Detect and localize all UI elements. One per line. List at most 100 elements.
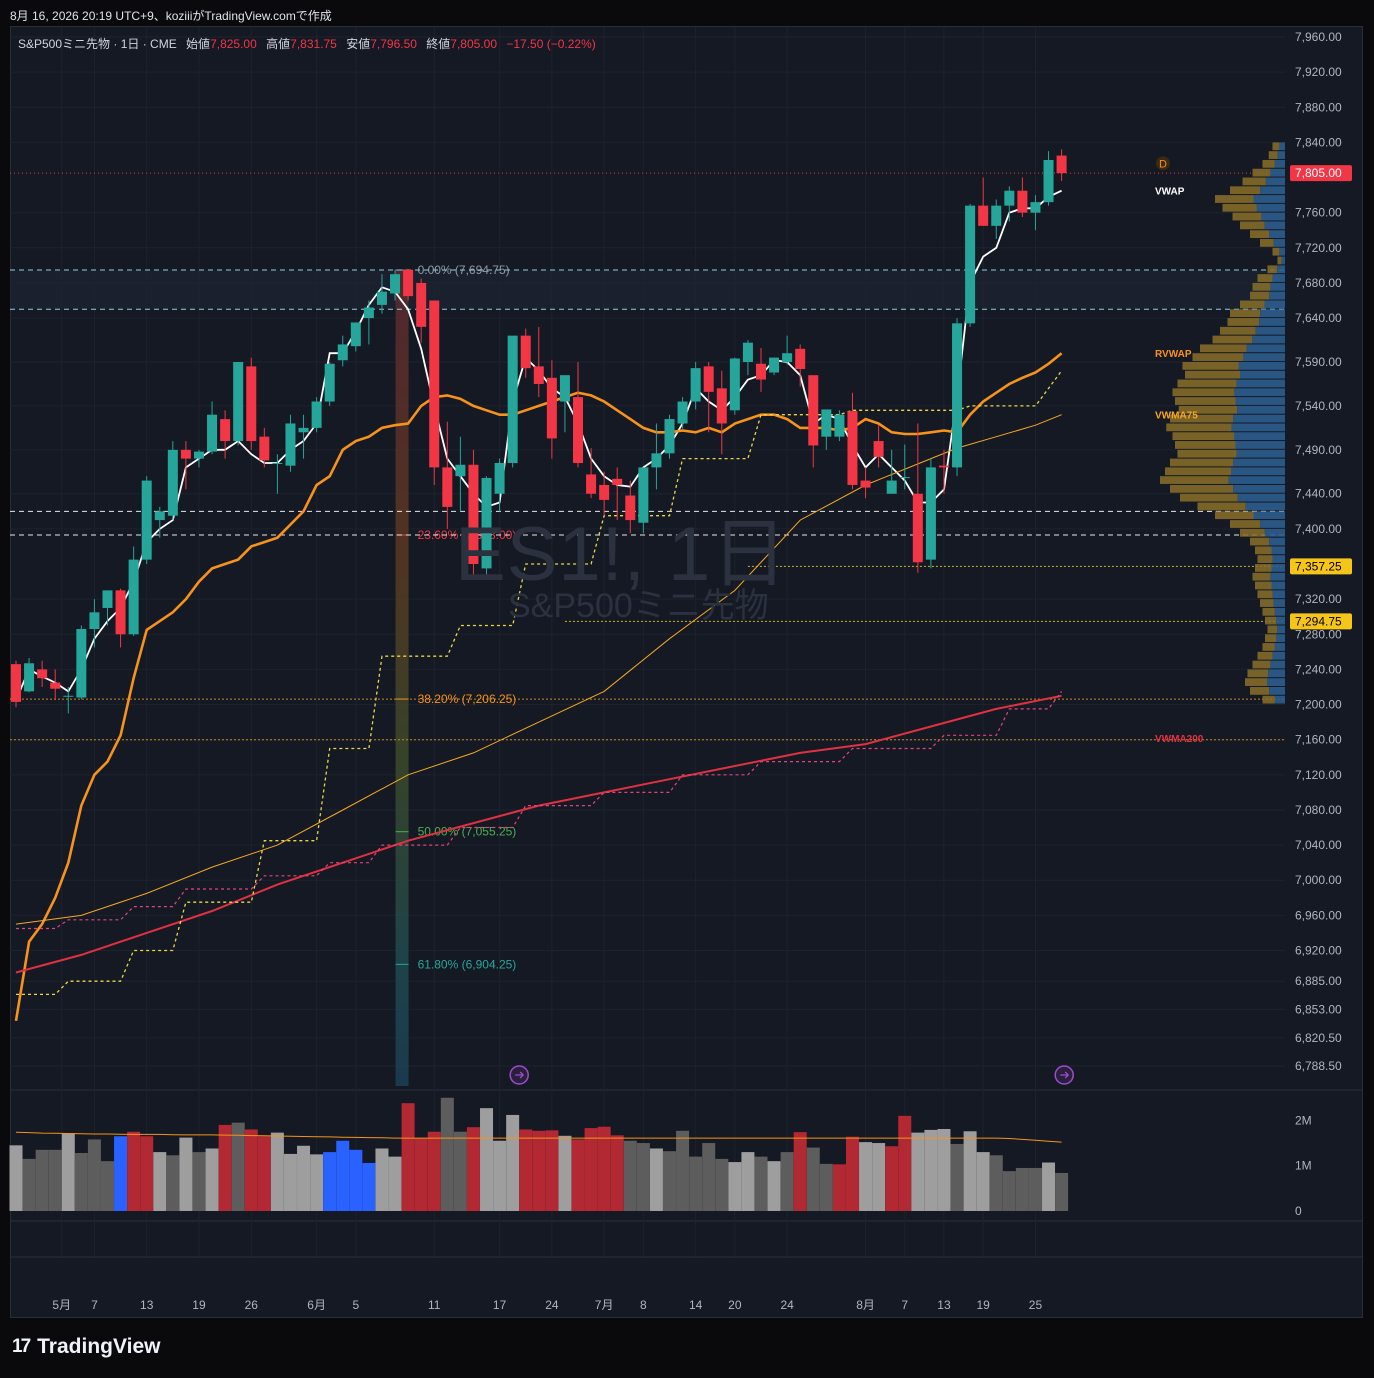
volume-bar[interactable] xyxy=(663,1151,676,1211)
candle-body[interactable] xyxy=(403,269,414,297)
volume-bar[interactable] xyxy=(676,1130,690,1211)
candle-body[interactable] xyxy=(324,363,335,402)
candle-body[interactable] xyxy=(533,366,544,384)
volume-bar[interactable] xyxy=(427,1131,441,1211)
volume-bar[interactable] xyxy=(9,1145,23,1211)
candle-body[interactable] xyxy=(1056,155,1067,174)
volume-bar[interactable] xyxy=(375,1148,389,1211)
candle-body[interactable] xyxy=(742,342,753,362)
candle-body[interactable] xyxy=(128,559,139,635)
volume-bar[interactable] xyxy=(35,1149,49,1211)
volume-bar[interactable] xyxy=(610,1135,624,1211)
volume-bar[interactable] xyxy=(963,1131,977,1211)
price-badge[interactable] xyxy=(1290,165,1352,182)
volume-bar[interactable] xyxy=(898,1115,912,1211)
volume-bar[interactable] xyxy=(310,1154,324,1211)
candle-body[interactable] xyxy=(311,401,322,428)
candle-body[interactable] xyxy=(586,474,597,494)
volume-bar[interactable] xyxy=(976,1152,990,1211)
volume-bar[interactable] xyxy=(231,1122,245,1211)
price-badge[interactable] xyxy=(1290,613,1352,630)
volume-bar[interactable] xyxy=(649,1148,663,1211)
volume-bar[interactable] xyxy=(571,1139,585,1211)
candle-body[interactable] xyxy=(978,205,989,226)
volume-bar[interactable] xyxy=(885,1146,899,1211)
candle-body[interactable] xyxy=(167,449,178,516)
candle-body[interactable] xyxy=(233,361,244,442)
candle-body[interactable] xyxy=(991,205,1002,226)
volume-bar[interactable] xyxy=(127,1131,141,1211)
candle-body[interactable] xyxy=(755,363,766,380)
volume-bar[interactable] xyxy=(872,1143,886,1211)
candle-body[interactable] xyxy=(494,463,505,494)
candle-body[interactable] xyxy=(1017,190,1028,213)
volume-bar[interactable] xyxy=(767,1161,781,1211)
volume-bar[interactable] xyxy=(74,1153,88,1211)
volume-bar[interactable] xyxy=(87,1139,101,1211)
candle-body[interactable] xyxy=(285,423,296,466)
volume-bar[interactable] xyxy=(715,1158,729,1211)
candle-body[interactable] xyxy=(599,484,610,500)
volume-bar[interactable] xyxy=(859,1142,873,1211)
candle-body[interactable] xyxy=(50,682,61,689)
volume-bar[interactable] xyxy=(244,1129,258,1211)
candle-body[interactable] xyxy=(298,427,309,433)
candle-body[interactable] xyxy=(625,495,636,521)
candle-body[interactable] xyxy=(429,300,440,468)
candle-body[interactable] xyxy=(63,695,74,697)
volume-bar[interactable] xyxy=(1055,1172,1069,1211)
volume-bar[interactable] xyxy=(506,1114,520,1211)
volume-bar[interactable] xyxy=(362,1162,376,1211)
volume-bar[interactable] xyxy=(100,1161,114,1211)
volume-bar[interactable] xyxy=(283,1153,297,1211)
volume-bar[interactable] xyxy=(61,1133,75,1211)
indicator-line-vwma200[interactable] xyxy=(15,694,1062,974)
candle-body[interactable] xyxy=(860,480,871,488)
volume-bar[interactable] xyxy=(453,1131,467,1211)
price-badge[interactable] xyxy=(1290,558,1352,575)
volume-bar[interactable] xyxy=(545,1130,559,1211)
candle-body[interactable] xyxy=(847,411,858,485)
volume-bar[interactable] xyxy=(780,1152,794,1211)
fib-column[interactable] xyxy=(395,269,409,1087)
volume-bar[interactable] xyxy=(414,1138,428,1211)
volume-bar[interactable] xyxy=(741,1152,755,1211)
volume-bar[interactable] xyxy=(480,1108,494,1211)
candle-body[interactable] xyxy=(782,353,793,362)
candle-body[interactable] xyxy=(337,344,348,361)
candle-body[interactable] xyxy=(507,335,518,464)
volume-bar[interactable] xyxy=(270,1132,284,1211)
candle-body[interactable] xyxy=(899,477,910,479)
candle-body[interactable] xyxy=(965,205,976,324)
candle-body[interactable] xyxy=(141,480,152,560)
candle-body[interactable] xyxy=(1004,190,1015,206)
volume-bar[interactable] xyxy=(911,1132,925,1211)
candle-body[interactable] xyxy=(559,375,570,402)
volume-bar[interactable] xyxy=(636,1143,650,1211)
volume-bar[interactable] xyxy=(349,1149,363,1211)
volume-bar[interactable] xyxy=(257,1136,271,1211)
candle-body[interactable] xyxy=(1030,202,1041,213)
candle-body[interactable] xyxy=(272,463,283,465)
candle-body[interactable] xyxy=(416,282,427,327)
volume-bar[interactable] xyxy=(153,1152,167,1211)
candle-body[interactable] xyxy=(259,436,270,461)
candle-body[interactable] xyxy=(546,377,557,439)
chart-frame[interactable] xyxy=(10,26,1363,1318)
tradingview-brand[interactable]: 17 TradingView xyxy=(12,1335,160,1359)
volume-bar[interactable] xyxy=(597,1126,611,1211)
candle-body[interactable] xyxy=(37,669,48,679)
candle-body[interactable] xyxy=(938,465,949,468)
candle-body[interactable] xyxy=(24,663,35,692)
volume-bar[interactable] xyxy=(989,1155,1003,1211)
candle-body[interactable] xyxy=(677,401,688,424)
volume-bar[interactable] xyxy=(728,1162,742,1211)
candle-body[interactable] xyxy=(89,612,100,630)
dividend-marker-icon[interactable] xyxy=(1156,156,1170,171)
candle-body[interactable] xyxy=(952,323,963,468)
candle-body[interactable] xyxy=(220,419,231,442)
volume-bar[interactable] xyxy=(532,1130,546,1211)
volume-bar[interactable] xyxy=(689,1156,703,1211)
candle-body[interactable] xyxy=(102,590,113,608)
